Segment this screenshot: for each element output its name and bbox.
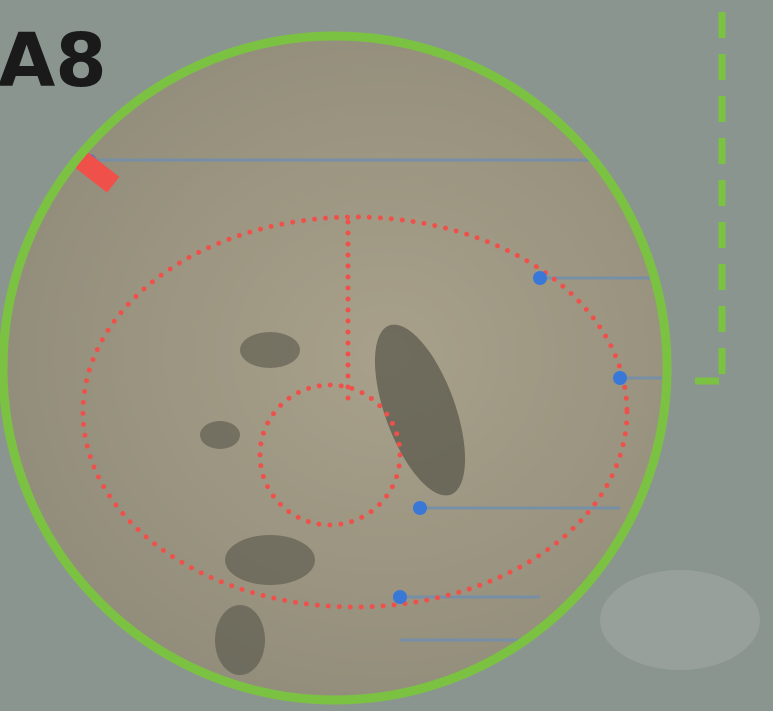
zoom-ring bbox=[0, 31, 672, 705]
pattern-outer bbox=[80, 214, 630, 610]
terrain-shadow bbox=[200, 421, 240, 449]
terrain-shadow bbox=[215, 605, 265, 675]
boundary bbox=[695, 12, 726, 385]
waypoint bbox=[413, 501, 427, 515]
waypoint bbox=[393, 590, 407, 604]
tracks bbox=[90, 158, 667, 642]
terrain-shadow bbox=[374, 324, 466, 496]
waypoint bbox=[613, 371, 627, 385]
area-label: A8 bbox=[0, 18, 107, 104]
waypoint bbox=[533, 271, 547, 285]
pattern bbox=[80, 214, 630, 610]
terrain-patch bbox=[600, 570, 760, 670]
terrain-shadow bbox=[240, 332, 300, 368]
terrain-shadow bbox=[225, 535, 315, 585]
pattern-inner bbox=[257, 382, 403, 528]
